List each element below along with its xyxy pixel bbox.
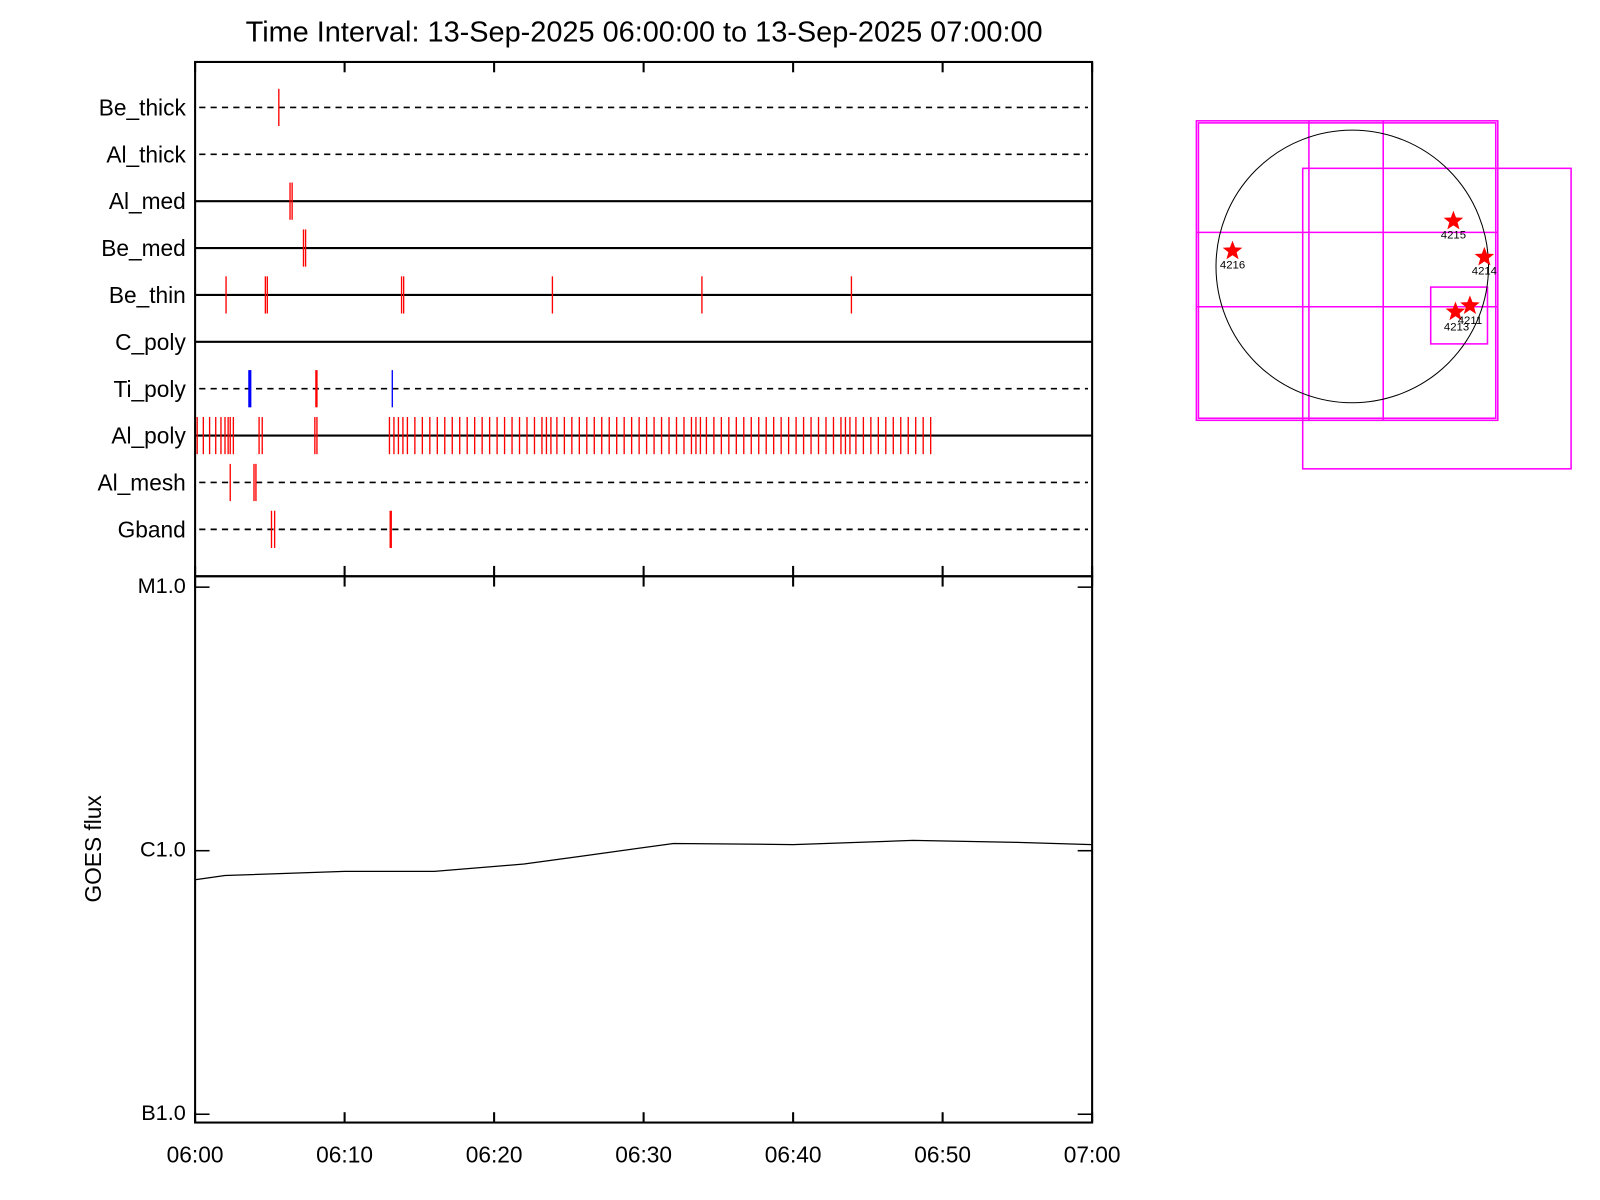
region-label: 4214 <box>1472 266 1497 278</box>
x-tick-label: 06:10 <box>316 1142 373 1168</box>
goes-line <box>195 839 1093 881</box>
x-tick-label: 06:50 <box>914 1142 971 1168</box>
x-tick-label: 06:30 <box>615 1142 672 1168</box>
fov-box <box>1197 122 1497 420</box>
row-label: Al_med <box>109 188 186 214</box>
region-star <box>1445 301 1466 321</box>
row-label: Ti_poly <box>113 376 186 402</box>
fov-box <box>1429 286 1489 345</box>
x-tick-label: 06:20 <box>466 1142 523 1168</box>
y-tick-label: M1.0 <box>138 573 186 598</box>
y-axis-label: GOES flux <box>80 795 106 903</box>
region-star <box>1222 240 1243 260</box>
region-label: 4213 <box>1444 321 1469 333</box>
chart-title: Time Interval: 13-Sep-2025 06:00:00 to 1… <box>246 17 1043 49</box>
row-label: Al_mesh <box>97 470 185 496</box>
row-label: C_poly <box>115 329 186 355</box>
region-star <box>1443 210 1464 230</box>
y-tick-label: B1.0 <box>141 1100 186 1125</box>
row-label: Al_thick <box>106 141 186 167</box>
row-label: Be_thin <box>109 282 186 308</box>
region-star <box>1474 246 1495 266</box>
row-label: Be_med <box>101 235 186 261</box>
row-label: Be_thick <box>99 94 187 120</box>
region-label: 4215 <box>1441 229 1466 241</box>
fov-box <box>1195 120 1499 422</box>
goes-frame <box>194 575 1094 1124</box>
row-label: Gband <box>118 516 186 542</box>
x-tick-label: 07:00 <box>1064 1142 1121 1168</box>
region-label: 4216 <box>1220 259 1245 271</box>
region-star <box>1460 295 1480 315</box>
row-label: Al_poly <box>111 423 186 449</box>
solar-limb <box>1215 129 1490 404</box>
timeline-frame <box>194 60 1094 578</box>
region-label: 4211 <box>1458 315 1482 327</box>
y-tick-label: C1.0 <box>140 836 186 861</box>
x-tick-label: 06:40 <box>765 1142 822 1168</box>
solar-map <box>1195 120 1572 470</box>
fov-box <box>1301 167 1572 470</box>
x-tick-label: 06:00 <box>167 1142 224 1168</box>
